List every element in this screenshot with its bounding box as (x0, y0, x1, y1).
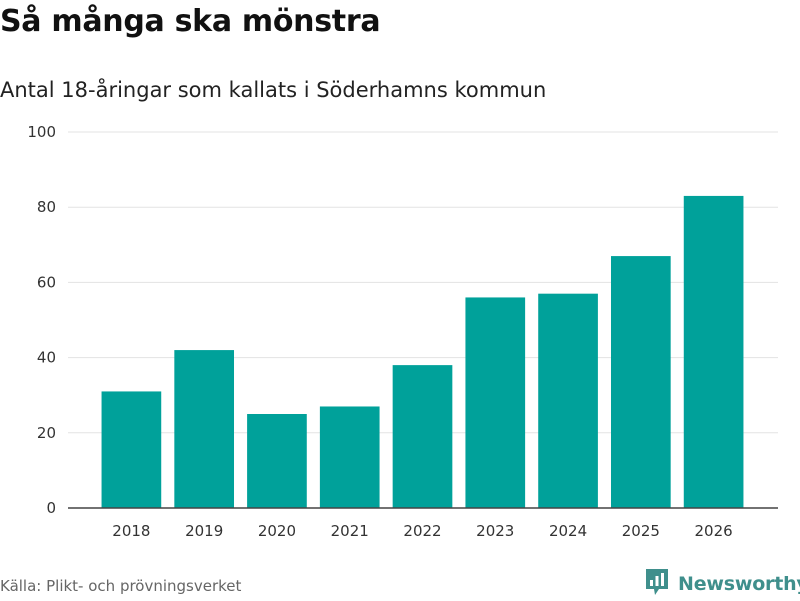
bar-2021[interactable] (320, 406, 380, 508)
x-tick-label: 2022 (403, 522, 441, 540)
x-tick-label: 2020 (258, 522, 296, 540)
x-axis-ticks: 2018 2019 2020 2021 2022 2023 2024 2025 2026 (112, 522, 732, 540)
y-tick-label: 20 (37, 424, 56, 442)
x-tick-label: 2021 (331, 522, 369, 540)
newsworthy-logo-icon (644, 567, 670, 601)
bar-2025[interactable] (611, 256, 671, 508)
bar-2022[interactable] (393, 365, 453, 508)
brand-logo[interactable]: Newsworthy (644, 568, 800, 600)
bar-2020[interactable] (247, 414, 307, 508)
x-tick-label: 2019 (185, 522, 223, 540)
source-note: Källa: Plikt- och prövningsverket (0, 577, 241, 595)
bar-chart: 0 20 40 60 80 100 2018 2019 2020 2021 2022 2023 202… (0, 0, 800, 560)
bar-2023[interactable] (465, 297, 525, 508)
bar-2024[interactable] (538, 294, 598, 508)
x-tick-label: 2024 (549, 522, 587, 540)
bar-2019[interactable] (174, 350, 234, 508)
x-tick-label: 2026 (695, 522, 733, 540)
y-axis-ticks: 0 20 40 60 80 100 (27, 123, 56, 517)
y-tick-label: 100 (27, 123, 56, 141)
x-tick-label: 2023 (476, 522, 514, 540)
x-tick-label: 2018 (112, 522, 150, 540)
y-tick-label: 60 (37, 273, 56, 291)
y-tick-label: 80 (37, 198, 56, 216)
bars (102, 196, 744, 508)
y-tick-label: 40 (37, 349, 56, 367)
x-tick-label: 2025 (622, 522, 660, 540)
y-tick-label: 0 (46, 499, 56, 517)
brand-name: Newsworthy (678, 573, 800, 595)
bar-2018[interactable] (102, 391, 162, 508)
bar-2026[interactable] (684, 196, 744, 508)
